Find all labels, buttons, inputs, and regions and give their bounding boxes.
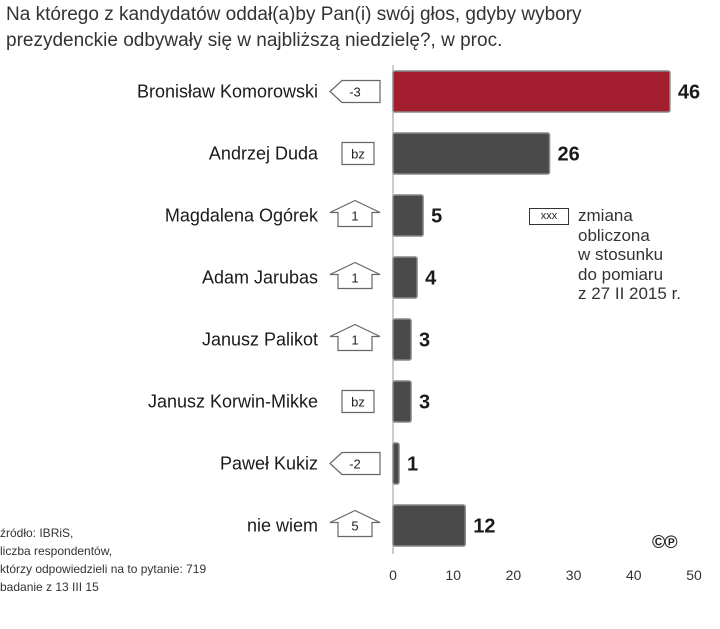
x-tick-label: 0 xyxy=(389,567,397,583)
change-indicator xyxy=(329,323,381,352)
x-tick-label: 40 xyxy=(626,567,642,583)
value-label: 46 xyxy=(678,82,700,104)
change-label: -3 xyxy=(349,85,361,100)
category-label: Paweł Kukiz xyxy=(220,454,318,474)
change-label: 1 xyxy=(351,209,358,224)
category-label: Bronisław Komorowski xyxy=(137,82,318,102)
bar xyxy=(392,318,412,361)
category-label: nie wiem xyxy=(247,516,318,536)
change-indicator xyxy=(341,389,375,414)
change-label: -2 xyxy=(349,457,361,472)
category-label: Andrzej Duda xyxy=(209,144,319,164)
bar xyxy=(392,256,418,299)
change-label: 1 xyxy=(351,333,358,348)
category-label: Adam Jarubas xyxy=(202,268,318,288)
chart-title: Na którego z kandydatów oddał(a)by Pan(i… xyxy=(6,4,582,51)
value-label: 5 xyxy=(431,206,442,228)
bar xyxy=(392,442,400,485)
change-indicator xyxy=(329,451,381,476)
category-label: Magdalena Ogórek xyxy=(165,206,319,226)
category-label: Janusz Korwin-Mikke xyxy=(148,392,318,412)
bar xyxy=(392,504,466,547)
change-label: 1 xyxy=(351,271,358,286)
value-label: 4 xyxy=(425,268,437,290)
bar xyxy=(392,132,551,175)
legend-note: zmiana obliczona w stosunku do pomiaru z… xyxy=(578,206,682,303)
change-label: bz xyxy=(351,395,365,410)
category-label: Janusz Palikot xyxy=(202,330,318,350)
change-label: bz xyxy=(351,147,365,162)
value-label: 12 xyxy=(473,516,495,538)
legend-change-box: xxx xyxy=(529,208,569,225)
value-label: 3 xyxy=(419,330,430,352)
value-label: 1 xyxy=(407,454,418,476)
license-mark: ©℗ xyxy=(652,532,678,552)
change-indicator xyxy=(329,261,381,290)
change-label: 5 xyxy=(351,519,358,534)
bar xyxy=(392,380,412,423)
source-note: źródło: IBRiS, liczba respondentów, któr… xyxy=(0,526,207,594)
change-indicator xyxy=(329,509,381,538)
x-tick-label: 10 xyxy=(445,567,461,583)
bar xyxy=(392,70,671,113)
x-tick-label: 50 xyxy=(686,567,702,583)
bar xyxy=(392,194,424,237)
value-label: 26 xyxy=(558,144,580,166)
change-indicator xyxy=(329,79,381,104)
change-indicator xyxy=(341,141,375,166)
x-tick-label: 20 xyxy=(506,567,522,583)
change-indicator xyxy=(329,199,381,228)
x-tick-label: 30 xyxy=(566,567,582,583)
value-label: 3 xyxy=(419,392,430,414)
